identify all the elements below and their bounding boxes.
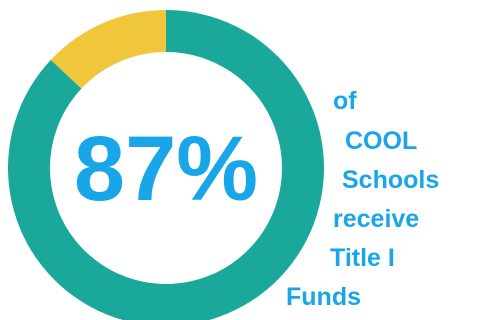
caption-line-4: receive — [333, 205, 420, 233]
center-percentage-label: 87% — [74, 118, 258, 220]
caption-line-1: of — [333, 87, 357, 115]
caption-line-6: Funds — [286, 283, 361, 311]
caption-line-2: COOL — [345, 127, 418, 155]
caption-line-5: Title I — [330, 244, 395, 272]
caption-line-3: Schools — [342, 166, 440, 194]
donut-hole — [50, 52, 282, 284]
